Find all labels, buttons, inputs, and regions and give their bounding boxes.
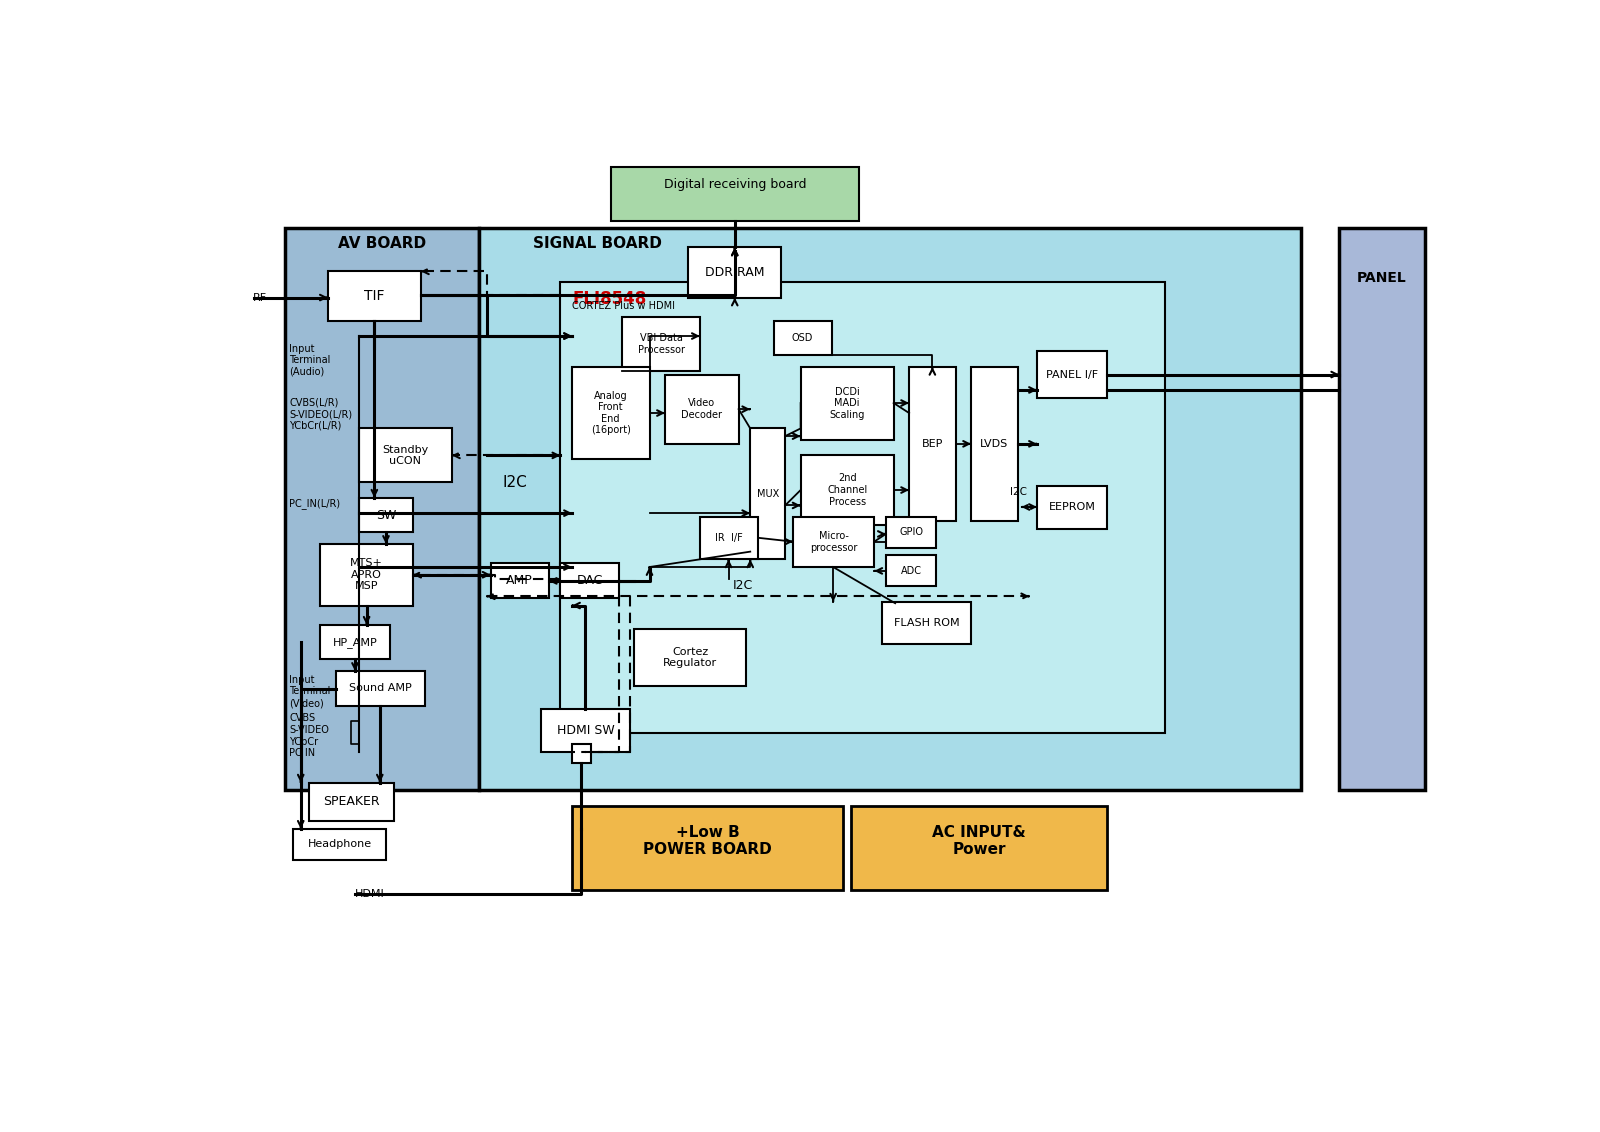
Bar (971, 367, 1018, 521)
Text: Video
Decoder: Video Decoder (682, 398, 722, 420)
Text: AMP: AMP (506, 574, 533, 588)
Text: MTS+
APRO
MSP: MTS+ APRO MSP (350, 558, 382, 591)
Bar (478, 229, 1301, 790)
Text: Analog
Front
End
(16port): Analog Front End (16port) (590, 391, 630, 436)
Text: Micro-
processor: Micro- processor (810, 531, 858, 552)
Bar (773, 320, 832, 355)
Text: RF: RF (253, 292, 267, 302)
Text: AC INPUT&
Power: AC INPUT& Power (931, 825, 1026, 857)
Bar (794, 517, 874, 567)
Text: Standby
uCON: Standby uCON (382, 445, 429, 466)
Bar (358, 428, 451, 482)
Text: Input
Terminal
(Audio): Input Terminal (Audio) (290, 344, 331, 377)
Bar (622, 317, 699, 370)
Text: GPIO: GPIO (899, 528, 923, 538)
Text: PANEL I/F: PANEL I/F (1046, 369, 1098, 379)
Text: +Low B
POWER BOARD: +Low B POWER BOARD (643, 825, 771, 857)
Text: Sound AMP: Sound AMP (349, 684, 411, 693)
Text: I2C: I2C (502, 474, 526, 490)
Bar (611, 166, 859, 221)
Text: HDMI: HDMI (355, 890, 384, 899)
Bar (560, 282, 1165, 732)
Text: DCDi
MADi
Scaling: DCDi MADi Scaling (829, 387, 866, 420)
Text: PANEL: PANEL (1357, 271, 1406, 284)
Bar (688, 248, 781, 298)
Text: FLASH ROM: FLASH ROM (894, 618, 960, 628)
Text: ADC: ADC (901, 566, 922, 576)
Text: SW: SW (376, 508, 397, 522)
Bar (491, 564, 549, 598)
Text: LVDS: LVDS (981, 439, 1008, 449)
Bar (293, 829, 386, 859)
Text: Headphone: Headphone (307, 839, 371, 849)
Text: EEPROM: EEPROM (1048, 503, 1096, 513)
Text: SPEAKER: SPEAKER (323, 796, 379, 808)
Bar (1339, 229, 1424, 790)
Text: I2C: I2C (733, 580, 752, 592)
Text: IR  I/F: IR I/F (715, 533, 742, 543)
Text: HDMI SW: HDMI SW (557, 724, 614, 737)
Bar (851, 806, 1107, 891)
Bar (882, 602, 971, 644)
Text: MUX: MUX (757, 489, 779, 499)
Bar (358, 498, 413, 532)
Text: OSD: OSD (792, 333, 813, 343)
Bar (699, 517, 758, 559)
Bar (560, 564, 619, 598)
Text: FLI8548: FLI8548 (573, 290, 646, 308)
Text: CVBS(L/R)
S-VIDEO(L/R)
YCbCr(L/R): CVBS(L/R) S-VIDEO(L/R) YCbCr(L/R) (290, 397, 352, 431)
Bar (800, 455, 894, 525)
Bar (573, 367, 650, 460)
Text: Digital receiving board: Digital receiving board (664, 178, 806, 191)
Text: DDR RAM: DDR RAM (706, 266, 765, 278)
Text: CVBS
S-VIDEO
YCbCr
PC IN: CVBS S-VIDEO YCbCr PC IN (290, 713, 330, 758)
Text: 2nd
Channel
Process: 2nd Channel Process (827, 473, 867, 507)
Bar (1037, 486, 1107, 529)
Bar (309, 782, 394, 821)
Bar (1037, 351, 1107, 397)
Bar (909, 367, 955, 521)
Bar (573, 806, 843, 891)
Bar (800, 367, 894, 440)
Text: DAC: DAC (576, 574, 603, 588)
Bar (634, 628, 746, 686)
Bar (750, 428, 786, 559)
Text: SIGNAL BOARD: SIGNAL BOARD (533, 235, 662, 251)
Bar (320, 544, 413, 606)
Text: Input
Terminal
(Video): Input Terminal (Video) (290, 675, 331, 708)
Text: I2C: I2C (1010, 487, 1027, 497)
Bar (336, 671, 424, 705)
Text: BEP: BEP (922, 439, 942, 449)
Text: Cortez
Regulator: Cortez Regulator (662, 646, 717, 668)
Text: HP_AMP: HP_AMP (333, 636, 378, 648)
Text: TIF: TIF (365, 289, 384, 302)
Text: VBI Data
Processor: VBI Data Processor (638, 333, 685, 354)
Bar (285, 229, 478, 790)
Text: PC_IN(L/R): PC_IN(L/R) (290, 498, 341, 508)
Bar (886, 517, 936, 548)
Bar (320, 625, 390, 660)
Bar (328, 271, 421, 320)
Bar (573, 744, 592, 763)
Text: AV BOARD: AV BOARD (338, 235, 426, 251)
Text: CORTEZ Plus w HDMI: CORTEZ Plus w HDMI (573, 301, 675, 311)
Bar (666, 375, 739, 444)
Bar (541, 710, 630, 752)
Bar (886, 556, 936, 586)
